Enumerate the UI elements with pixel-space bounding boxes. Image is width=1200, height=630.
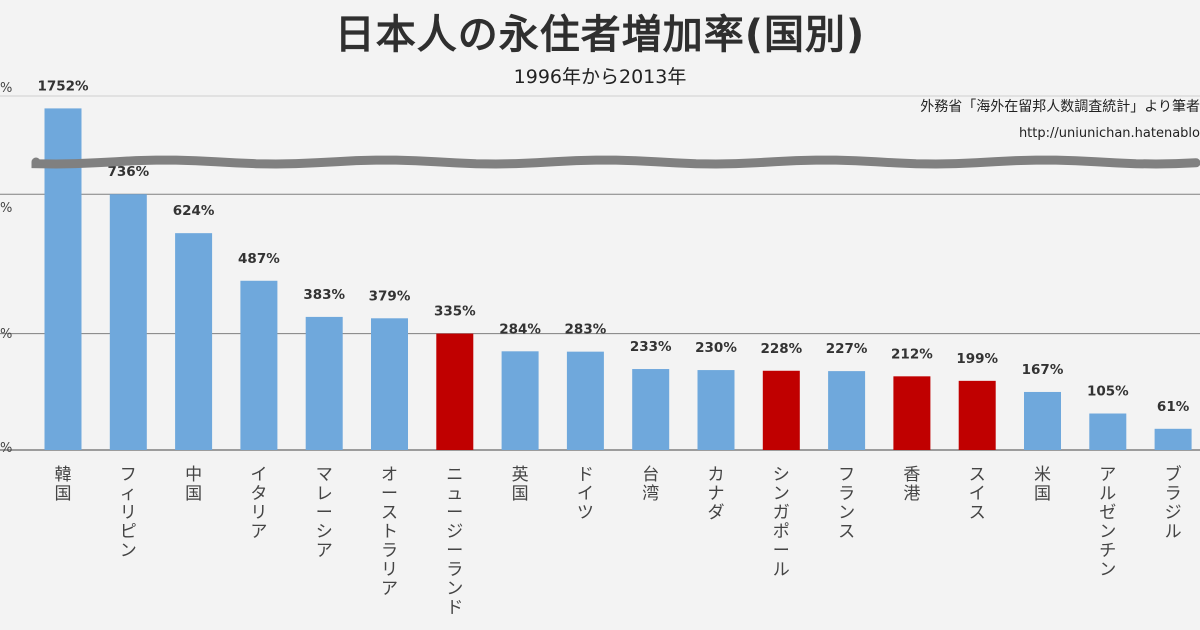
value-label-13: 212% — [891, 346, 933, 362]
bar-7 — [501, 351, 539, 450]
chart-subtitle: 1996年から2013年 — [513, 66, 687, 88]
category-label-3: イタリア — [250, 465, 267, 542]
bar-1 — [109, 194, 147, 450]
axis-break-band — [31, 155, 1200, 169]
value-label-7: 284% — [499, 321, 541, 337]
category-label-4: マレーシア — [316, 465, 333, 561]
category-label-16: アルゼンチン — [1099, 465, 1116, 580]
bar-8 — [566, 351, 604, 450]
category-label-6: ニュージーランド — [446, 465, 463, 618]
bar-2 — [175, 233, 213, 450]
category-label-0: 韓国 — [55, 465, 72, 504]
category-label-2: 中国 — [185, 465, 202, 504]
value-label-5: 379% — [369, 288, 411, 304]
bar-9 — [632, 369, 670, 450]
bar-11 — [762, 370, 800, 450]
category-label-1: フィリピン — [120, 465, 137, 561]
value-label-3: 487% — [238, 251, 280, 267]
category-label-7: 英国 — [512, 465, 529, 504]
bar-10 — [697, 370, 735, 450]
y-tick-label-0: % — [0, 81, 12, 96]
value-label-11: 228% — [760, 341, 802, 357]
y-tick-label-1: % — [0, 201, 12, 216]
value-label-10: 230% — [695, 340, 737, 356]
category-label-12: フランス — [838, 465, 855, 542]
category-label-10: カナダ — [708, 465, 725, 523]
value-label-12: 227% — [826, 341, 868, 357]
category-label-9: 台湾 — [642, 465, 659, 504]
value-label-9: 233% — [630, 339, 672, 355]
source-url: http://uniunichan.hatenablo — [1018, 126, 1200, 141]
category-label-13: 香港 — [903, 465, 920, 504]
value-label-6: 335% — [434, 304, 476, 320]
category-label-8: ドイツ — [577, 465, 594, 523]
value-label-8: 283% — [565, 322, 607, 338]
value-label-17: 61% — [1157, 399, 1190, 415]
value-label-0: 1752% — [37, 78, 89, 94]
bar-6 — [436, 333, 474, 450]
category-label-11: シンガポール — [773, 465, 790, 580]
bar-12 — [828, 371, 866, 450]
bar-13 — [893, 376, 931, 450]
bar-3 — [240, 280, 278, 450]
chart-title: 日本人の永住者増加率(国別) — [334, 12, 866, 58]
bar-5 — [371, 318, 408, 450]
category-label-5: オーストラリア — [381, 465, 398, 599]
bar-14 — [958, 380, 996, 450]
value-label-4: 383% — [303, 287, 345, 303]
category-label-15: 米国 — [1034, 465, 1051, 504]
category-label-14: スイス — [969, 465, 986, 523]
value-label-16: 105% — [1087, 384, 1129, 400]
value-label-2: 624% — [173, 203, 215, 219]
bar-16 — [1089, 413, 1127, 450]
y-tick-label-3: % — [0, 441, 12, 456]
y-tick-label-2: % — [0, 327, 12, 342]
value-label-15: 167% — [1022, 362, 1064, 378]
value-label-14: 199% — [956, 351, 998, 367]
bar-15 — [1024, 391, 1061, 450]
bar-4 — [305, 316, 343, 450]
source-note: 外務省「海外在留邦人数調査統計」より筆者 — [920, 99, 1200, 115]
category-label-17: ブラジル — [1165, 464, 1182, 542]
value-label-1: 736% — [107, 164, 149, 180]
bar-17 — [1154, 428, 1192, 450]
